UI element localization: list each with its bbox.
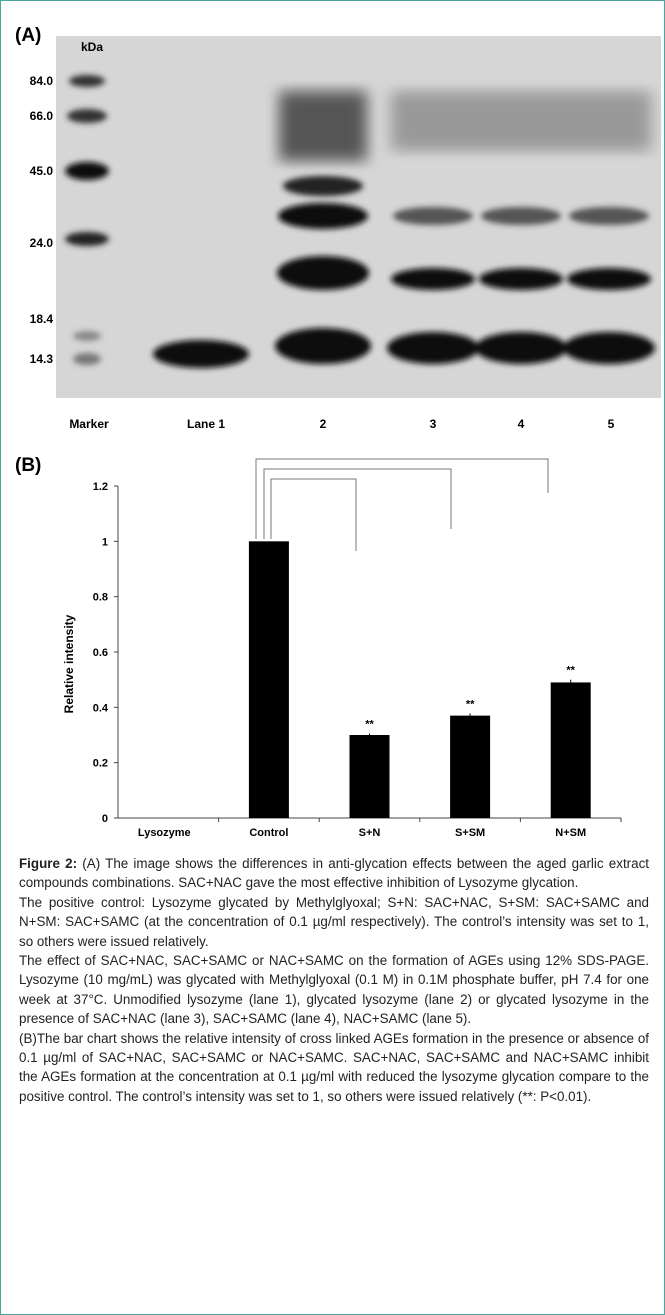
significance-label: ** — [566, 665, 575, 677]
y-tick-label: 1 — [102, 536, 108, 548]
significance-brackets — [256, 459, 548, 551]
marker-size-label: 84.0 — [30, 74, 54, 88]
y-tick-label: 0.8 — [93, 592, 108, 604]
caption-paragraph: The effect of SAC+NAC, SAC+SAMC or NAC+S… — [19, 951, 649, 1029]
y-tick-label: 0.2 — [93, 758, 108, 770]
lane-label: 4 — [518, 417, 525, 431]
y-axis-label: Relative intensity — [62, 614, 76, 713]
bar — [249, 541, 289, 818]
lane-label: 3 — [430, 417, 437, 431]
caption-paragraph: Figure 2: (A) The image shows the differ… — [19, 854, 649, 893]
panel-label: (A) — [15, 25, 41, 46]
x-tick-label: Control — [249, 827, 288, 839]
y-tick-label: 0 — [102, 813, 108, 825]
y-tick-label: 0.4 — [93, 702, 109, 714]
caption: Figure 2: (A) The image shows the differ… — [19, 854, 649, 1106]
x-tick-label: S+N — [359, 827, 381, 839]
lane-label: Lane 1 — [187, 417, 225, 431]
significance-label: ** — [466, 698, 475, 710]
bar — [551, 682, 591, 818]
marker-size-label: 24.0 — [30, 236, 54, 250]
y-tick-label: 0.6 — [93, 647, 108, 659]
gel-panel: (A) kDa 84.0 66.0 45.0 24.0 18.4 14.3 Marker La… — [1, 1, 664, 451]
x-tick-label: N+SM — [555, 827, 586, 839]
chart: (B) Relative intensity 0 0.2 0.4 0.6 0.8 1 1.2… — [1, 451, 664, 851]
x-tick-label: S+SM — [455, 827, 485, 839]
caption-paragraph: The positive control: Lysozyme glycated … — [19, 893, 649, 951]
lane-label: 2 — [320, 417, 327, 431]
bar — [350, 735, 390, 818]
marker-size-label: 45.0 — [30, 164, 54, 178]
marker-size-label: 14.3 — [30, 352, 54, 366]
figure: (A) kDa 84.0 66.0 45.0 24.0 18.4 14.3 Marker La… — [0, 0, 665, 1315]
caption-paragraph: (B)The bar chart shows the relative inte… — [19, 1029, 649, 1107]
caption-text: (A) The image shows the differences in a… — [19, 856, 649, 890]
lane-label: Marker — [69, 417, 109, 431]
marker-size-label: 66.0 — [30, 109, 54, 123]
unit-label: kDa — [81, 40, 103, 54]
caption-label: Figure 2: — [19, 856, 77, 871]
significance-label: ** — [365, 719, 374, 731]
x-tick-label: Lysozyme — [138, 827, 191, 839]
bar — [450, 716, 490, 818]
y-tick-label: 1.2 — [93, 481, 108, 493]
lane-label: 5 — [608, 417, 615, 431]
marker-size-label: 18.4 — [30, 312, 54, 326]
panel-label: (B) — [15, 455, 41, 476]
